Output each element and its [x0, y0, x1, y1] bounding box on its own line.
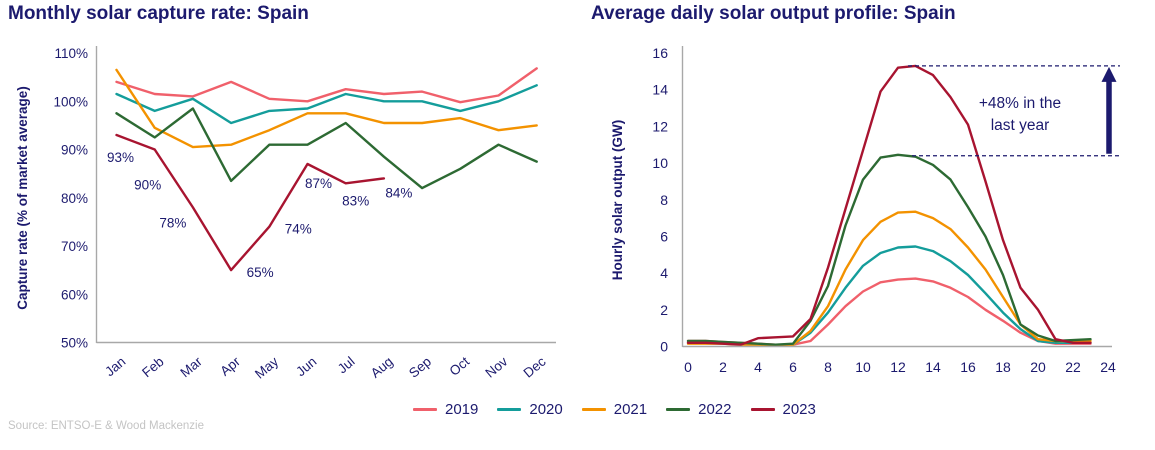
left-point-label: 83%	[342, 193, 369, 208]
left-x-tick-label: Dec	[521, 354, 549, 381]
right-x-tick-label: 14	[925, 359, 941, 375]
right-x-tick-label: 2	[719, 359, 727, 375]
left-y-tick-label: 110%	[54, 46, 88, 61]
right-x-tick-label: 16	[960, 359, 976, 375]
right-y-tick-label: 2	[660, 302, 668, 318]
left-x-tick-label: Apr	[217, 353, 243, 378]
legend-label: 2022	[698, 401, 732, 418]
right-y-tick-label: 14	[652, 82, 668, 98]
right-y-tick-label: 16	[652, 45, 668, 61]
legend-label: 2021	[613, 401, 648, 418]
left-series-2023	[115, 133, 386, 272]
left-x-tick-label: Aug	[368, 354, 396, 381]
right-y-tick-label: 4	[660, 265, 668, 281]
left-y-axis-title: Capture rate (% of market average)	[15, 86, 30, 310]
legend-item-2019: 2019	[413, 401, 478, 418]
legend-swatch-icon	[581, 408, 606, 411]
left-x-tick-label: Jul	[335, 354, 358, 377]
legend-swatch-icon	[497, 408, 522, 411]
right-y-tick-label: 6	[660, 228, 668, 244]
left-x-tick-label: Nov	[482, 354, 510, 381]
source-note: Source: ENTSO-E & Wood Mackenzie	[8, 420, 204, 432]
legend-item-2022: 2022	[666, 401, 732, 418]
legend-item-2020: 2020	[497, 401, 563, 418]
left-y-tick-label: 100%	[53, 94, 88, 109]
right-x-tick-label: 20	[1030, 359, 1046, 375]
left-point-label: 78%	[159, 215, 186, 230]
left-y-tick-label: 80%	[61, 191, 88, 206]
left-point-label: 84%	[385, 185, 412, 200]
right-y-tick-label: 10	[652, 155, 668, 171]
annotation-line-1: +48% in the	[979, 95, 1061, 112]
chart-legend: 2019 2020 2021 2022 2023	[413, 401, 816, 418]
right-x-tick-label: 12	[890, 359, 906, 375]
growth-arrow-head-icon	[1101, 66, 1117, 82]
right-y-tick-label: 12	[652, 118, 668, 134]
right-chart-title: Average daily solar output profile: Spai…	[591, 3, 956, 24]
legend-item-2021: 2021	[581, 401, 648, 418]
left-y-tick-label: 90%	[61, 143, 88, 158]
right-x-tick-label: 18	[995, 359, 1011, 375]
left-point-label: 74%	[285, 222, 312, 237]
legend-item-2023: 2023	[750, 401, 816, 418]
right-x-tick-label: 6	[789, 359, 797, 375]
left-point-label: 93%	[107, 150, 134, 165]
left-series-2022	[115, 107, 538, 190]
legend-label: 2020	[529, 401, 563, 418]
legend-swatch-icon	[666, 408, 691, 411]
left-point-label: 65%	[247, 265, 274, 280]
right-series-2023	[686, 64, 1092, 346]
left-x-tick-label: May	[252, 354, 281, 382]
left-x-tick-label: Jun	[293, 354, 319, 379]
right-series-2021	[686, 210, 1092, 347]
left-point-label: 87%	[305, 176, 332, 191]
legend-swatch-icon	[750, 408, 775, 411]
right-y-tick-label: 0	[660, 339, 668, 355]
right-y-tick-label: 8	[660, 192, 668, 208]
left-x-tick-label: Jan	[102, 354, 128, 379]
left-x-tick-label: Feb	[139, 354, 166, 380]
annotation-line-2: last year	[991, 117, 1050, 134]
left-series-2021	[115, 68, 538, 149]
right-x-tick-label: 0	[684, 359, 692, 375]
left-series-2019	[115, 67, 538, 104]
right-x-tick-label: 4	[754, 359, 762, 375]
left-x-tick-label: Oct	[446, 354, 472, 379]
right-x-tick-label: 24	[1100, 359, 1116, 375]
legend-swatch-icon	[413, 408, 437, 411]
left-chart-title: Monthly solar capture rate: Spain	[8, 3, 309, 24]
right-y-axis-title: Hourly solar output (GW)	[610, 120, 625, 280]
left-y-tick-label: 70%	[61, 239, 88, 254]
legend-label: 2019	[445, 401, 479, 418]
left-chart-axes: 110% 100% 90% 80% 70% 60% 50% Capture rate (% o…	[15, 46, 556, 382]
left-series-2020	[115, 84, 538, 125]
right-series-2022	[686, 153, 1092, 346]
left-y-tick-label: 60%	[61, 287, 88, 302]
right-x-tick-label: 8	[824, 359, 832, 375]
left-point-label: 90%	[134, 178, 161, 193]
left-x-tick-label: Mar	[177, 353, 205, 380]
left-y-tick-label: 50%	[61, 336, 88, 351]
left-chart: 93%90% 78% 65% 74% 87% 83% 84%	[107, 67, 538, 280]
growth-annotation: +48% in the last year	[908, 65, 1120, 157]
right-x-tick-label: 10	[855, 359, 871, 375]
legend-label: 2023	[782, 401, 816, 418]
right-chart	[686, 64, 1092, 347]
right-x-tick-label: 22	[1065, 359, 1081, 375]
left-x-tick-label: Sep	[406, 354, 434, 381]
